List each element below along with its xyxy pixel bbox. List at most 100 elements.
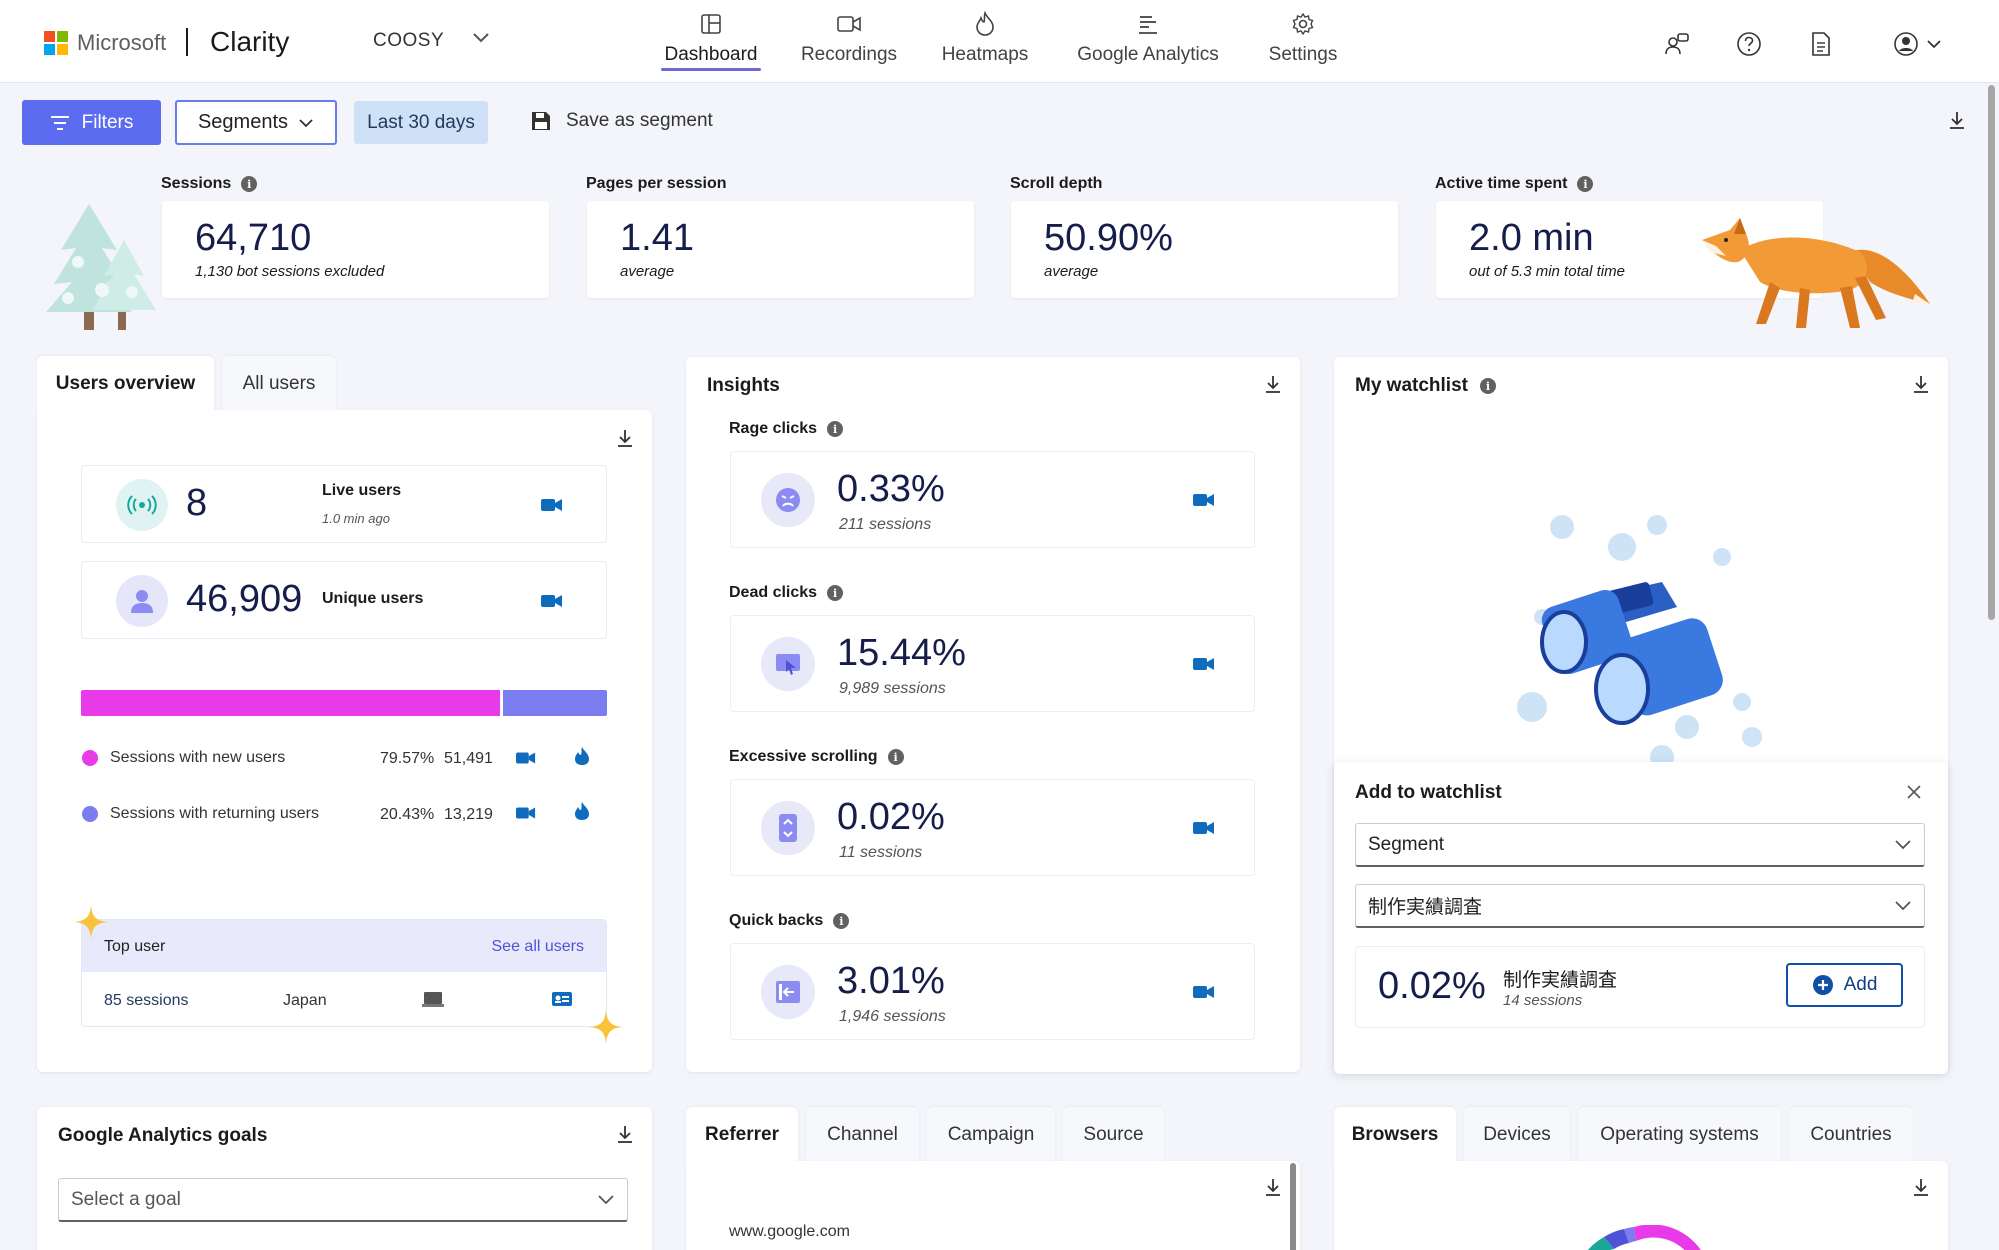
legend-returning-users: Sessions with returning users bbox=[82, 805, 319, 823]
tab-dashboard[interactable]: Dashboard bbox=[661, 10, 761, 66]
info-icon[interactable]: i bbox=[1479, 378, 1496, 394]
active-time-label-text: Active time spent bbox=[1435, 175, 1568, 192]
legend-new-users: Sessions with new users bbox=[82, 749, 285, 767]
video-camera-icon[interactable] bbox=[1193, 656, 1215, 672]
snowy-tree-illustration bbox=[46, 204, 156, 330]
video-camera-icon[interactable] bbox=[516, 805, 536, 821]
download-icon[interactable] bbox=[615, 1124, 635, 1144]
tab-source[interactable]: Source bbox=[1063, 1107, 1164, 1163]
close-icon[interactable] bbox=[1906, 784, 1922, 800]
bar-separator bbox=[499, 690, 503, 716]
tab-countries[interactable]: Countries bbox=[1789, 1107, 1913, 1163]
quick-backs-label: Quick backs i bbox=[729, 912, 850, 930]
download-icon[interactable] bbox=[615, 428, 635, 448]
excessive-scrolling-card[interactable]: 0.02% 11 sessions bbox=[730, 779, 1255, 876]
sessions-label-text: Sessions bbox=[161, 175, 232, 192]
info-icon[interactable]: i bbox=[1577, 176, 1594, 192]
info-icon[interactable]: i bbox=[827, 585, 844, 601]
document-icon[interactable] bbox=[1807, 30, 1835, 58]
see-all-users-link[interactable]: See all users bbox=[491, 938, 585, 955]
filters-label: Filters bbox=[81, 111, 134, 133]
top-user-title: Top user bbox=[104, 938, 166, 955]
user-card-icon[interactable] bbox=[551, 990, 573, 1008]
video-camera-icon bbox=[835, 10, 863, 38]
active-time-subtext: out of 5.3 min total time bbox=[1469, 263, 1625, 280]
download-icon[interactable] bbox=[1911, 1177, 1931, 1197]
dead-clicks-card[interactable]: 15.44% 9,989 sessions bbox=[730, 615, 1255, 712]
info-icon[interactable]: i bbox=[827, 421, 844, 437]
excessive-scrolling-label-text: Excessive scrolling bbox=[729, 748, 878, 765]
referrer-row-url[interactable]: www.google.com bbox=[729, 1223, 850, 1240]
add-circle-icon bbox=[1812, 975, 1833, 995]
scroll-depth-value: 50.90% bbox=[1044, 217, 1173, 259]
info-icon[interactable]: i bbox=[887, 749, 904, 765]
watchlist-type-select[interactable]: Segment bbox=[1355, 823, 1925, 867]
video-camera-icon[interactable] bbox=[541, 497, 563, 513]
microsoft-wordmark: Microsoft bbox=[77, 30, 167, 55]
save-as-segment-button[interactable]: Save as segment bbox=[530, 110, 713, 132]
segments-dropdown[interactable]: Segments bbox=[175, 100, 337, 145]
new-users-bar-segment[interactable] bbox=[81, 690, 500, 716]
sparkle-icon bbox=[589, 1010, 623, 1044]
top-user-sessions[interactable]: 85 sessions bbox=[104, 992, 189, 1009]
info-icon[interactable]: i bbox=[241, 176, 258, 192]
watchlist-type-value: Segment bbox=[1368, 833, 1445, 855]
quick-backs-card[interactable]: 3.01% 1,946 sessions bbox=[730, 943, 1255, 1040]
microsoft-logo[interactable]: Microsoft bbox=[44, 30, 166, 56]
tab-recordings-label: Recordings bbox=[800, 44, 898, 65]
returning-users-bar-segment[interactable] bbox=[502, 690, 607, 716]
gear-icon bbox=[1289, 10, 1317, 38]
tab-users-overview[interactable]: Users overview bbox=[37, 356, 214, 412]
flame-icon bbox=[971, 10, 999, 38]
filters-button[interactable]: Filters bbox=[22, 100, 161, 145]
tab-settings-label: Settings bbox=[1268, 44, 1338, 65]
project-chevron-down-icon[interactable] bbox=[472, 30, 490, 49]
flame-icon[interactable] bbox=[574, 801, 590, 821]
video-camera-icon[interactable] bbox=[1193, 492, 1215, 508]
excessive-scrolling-sessions: 11 sessions bbox=[839, 844, 923, 861]
quick-back-icon bbox=[761, 965, 815, 1019]
live-users-timestamp: 1.0 min ago bbox=[322, 511, 390, 526]
tab-heatmaps[interactable]: Heatmaps bbox=[935, 10, 1035, 66]
download-icon[interactable] bbox=[1263, 1177, 1283, 1197]
video-camera-icon[interactable] bbox=[516, 750, 536, 766]
tab-campaign[interactable]: Campaign bbox=[927, 1107, 1055, 1163]
video-camera-icon[interactable] bbox=[1193, 984, 1215, 1000]
returning-users-dot bbox=[82, 806, 98, 822]
rage-clicks-card[interactable]: 0.33% 211 sessions bbox=[730, 451, 1255, 548]
download-icon[interactable] bbox=[1911, 374, 1931, 394]
tab-operating-systems[interactable]: Operating systems bbox=[1578, 1107, 1781, 1163]
brand-divider bbox=[186, 28, 188, 56]
watchlist-segment-value: 制作実績調査 bbox=[1368, 897, 1483, 918]
app-title[interactable]: Clarity bbox=[210, 26, 290, 57]
page-scrollbar[interactable] bbox=[1988, 85, 1995, 620]
scroll-depth-subtext: average bbox=[1044, 263, 1099, 280]
help-icon[interactable] bbox=[1735, 30, 1763, 58]
tab-browsers[interactable]: Browsers bbox=[1334, 1107, 1456, 1163]
add-button-label: Add bbox=[1843, 974, 1878, 995]
date-range-button[interactable]: Last 30 days bbox=[354, 101, 488, 144]
add-button[interactable]: Add bbox=[1786, 963, 1903, 1007]
select-goal-dropdown[interactable]: Select a goal bbox=[58, 1178, 628, 1222]
people-community-icon[interactable] bbox=[1663, 30, 1691, 58]
video-camera-icon[interactable] bbox=[541, 593, 563, 609]
tab-settings[interactable]: Settings bbox=[1253, 10, 1353, 66]
watchlist-segment-select[interactable]: 制作実績調査 bbox=[1355, 884, 1925, 928]
download-icon[interactable] bbox=[1263, 374, 1283, 394]
info-icon[interactable]: i bbox=[833, 913, 850, 929]
tab-devices[interactable]: Devices bbox=[1464, 1107, 1570, 1163]
quick-backs-label-text: Quick backs bbox=[729, 912, 824, 929]
tab-all-users[interactable]: All users bbox=[222, 356, 336, 412]
video-camera-icon[interactable] bbox=[1193, 820, 1215, 836]
tab-referrer[interactable]: Referrer bbox=[686, 1107, 798, 1163]
tab-channel[interactable]: Channel bbox=[806, 1107, 919, 1163]
scrollbar-thumb[interactable] bbox=[1290, 1163, 1296, 1250]
tab-recordings[interactable]: Recordings bbox=[799, 10, 899, 66]
ga-goals-title: Google Analytics goals bbox=[58, 1125, 268, 1146]
tab-google-analytics[interactable]: Google Analytics bbox=[1068, 10, 1228, 66]
project-name[interactable]: COOSY bbox=[373, 30, 445, 51]
account-menu[interactable] bbox=[1893, 30, 1947, 58]
download-icon[interactable] bbox=[1947, 110, 1967, 130]
scroll-depth-label: Scroll depth bbox=[1010, 175, 1102, 193]
flame-icon[interactable] bbox=[574, 746, 590, 766]
